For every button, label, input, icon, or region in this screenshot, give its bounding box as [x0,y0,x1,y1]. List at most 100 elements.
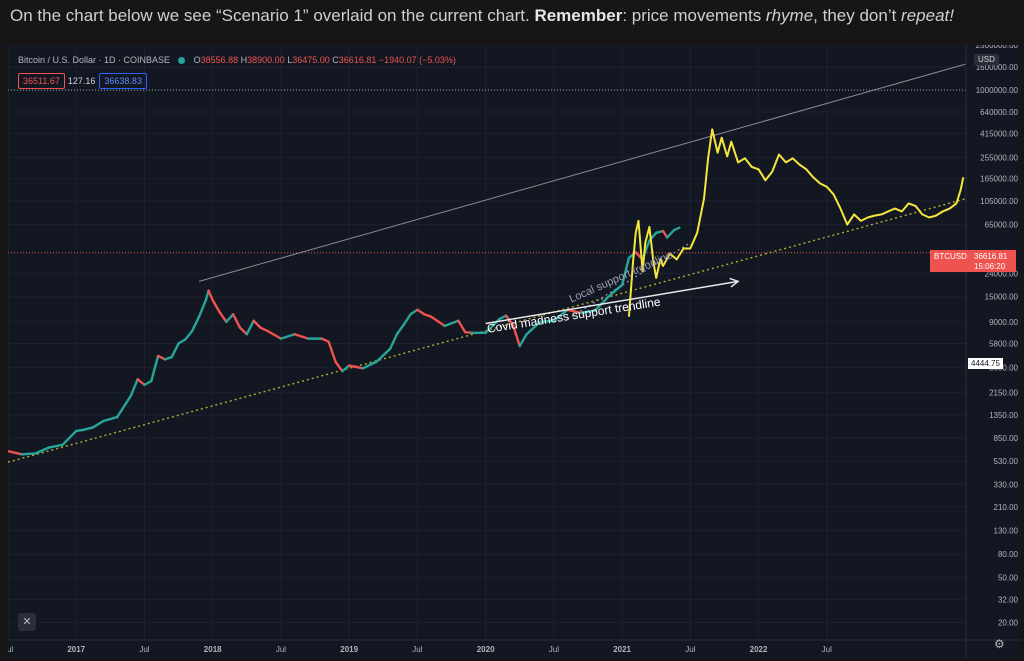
price-candle-segment [665,228,676,239]
y-tick-label: 9000.00 [989,318,1018,327]
y-tick-label: 850.00 [994,434,1019,443]
price-candle-segment [225,313,235,324]
x-tick-label: Jul [139,645,149,654]
symbol-name[interactable]: Bitcoin / U.S. Dollar [18,55,97,65]
low-value: 36475.00 [292,55,330,65]
y-tick-label: 1600000.00 [976,63,1019,72]
price-candle-segment [293,333,310,340]
gear-icon[interactable]: ⚙ [994,637,1005,651]
y-tick-label: 80.00 [998,550,1019,559]
y-tick-label: 1350.00 [989,411,1018,420]
price-candle-segment [61,429,78,446]
y-tick-label: 15000.00 [985,293,1019,302]
price-candle-segment [238,326,249,336]
change-value: −1940.07 (−5.03%) [378,55,456,65]
price-candle-segment [672,226,681,232]
price-candle-segment [607,289,617,298]
price-candle-segment [416,308,426,316]
price-candle-segment [375,347,392,363]
market-status-icon [178,57,186,65]
price-candle-segment [156,354,167,361]
open-value: 38556.88 [200,55,239,65]
x-tick-label: Jul [822,645,832,654]
c-label: C [332,55,339,65]
spread-value: 127.16 [67,76,96,86]
price-candle-segment [320,337,330,344]
y-tick-label: 2150.00 [989,388,1018,397]
price-candle-segment [395,323,405,336]
price-candle-segment [252,319,262,329]
x-tick-label: Jul [8,645,13,654]
high-value: 38900.00 [247,55,285,65]
price-candle-segment [539,319,556,324]
price-candle-segment [511,323,521,348]
cursor-price-label: 4444.75 [968,358,1003,369]
current-price-label: BTCUSD 36616.81 15:06:20 [930,250,1016,272]
price-candle-segment [402,313,412,326]
x-tick-label: Jul [412,645,422,654]
price-candle-segment [231,313,242,329]
arrow-head-icon [729,277,740,288]
price-candle-segment [498,314,508,321]
price-label-value: 36616.81 [974,252,1008,261]
price-candle-segment [115,394,133,419]
x-tick-label: Jul [276,645,286,654]
trade-boxes: 36511.67 127.16 36638.83 [18,73,150,89]
sell-button[interactable]: 36511.67 [18,73,65,89]
resistance-trendline [198,63,967,282]
price-candle-segment [207,289,214,302]
buy-button[interactable]: 36638.83 [99,73,147,89]
interval[interactable]: 1D [104,55,116,65]
price-candle-segment [245,319,255,336]
y-tick-label: 210.00 [994,503,1019,512]
price-candle-segment [525,320,542,336]
ohlc-values: O38556.88 H38900.00 L36475.00 C36616.81 … [194,55,456,65]
y-tick-label: 255000.00 [980,153,1018,162]
price-candle-segment [347,364,365,370]
price-candle-segment [136,378,146,387]
price-candle-segment [334,360,344,373]
price-candle-segment [552,308,569,322]
price-candle-segment [20,452,37,456]
y-tick-label: 50.00 [998,573,1019,582]
chart-header: Bitcoin / U.S. Dollar · 1D · COINBASE O3… [18,55,456,65]
exchange: COINBASE [123,55,171,65]
drawing-tools-icon[interactable]: ✕ [18,613,36,631]
y-tick-label: 415000.00 [980,129,1018,138]
close-value: 36616.81 [338,55,377,65]
caption-bold: Remember [534,6,623,25]
y-tick-label: 530.00 [994,457,1019,466]
price-candle-segment [266,329,283,340]
price-candle-segment [102,415,119,423]
y-tick-label: 5800.00 [989,339,1018,348]
price-candle-segment [429,315,446,328]
caption-text-3: , they don’t [813,6,902,25]
price-candle-segment [184,329,194,341]
y-tick-label: 165000.00 [980,175,1018,184]
price-label-countdown: 15:06:20 [974,262,1006,271]
x-tick-label: Jul [549,645,559,654]
chart-panel[interactable]: Covid madness support trendline Local sup… [8,45,1021,658]
price-candle-segment [661,229,669,239]
currency-label[interactable]: USD [974,54,999,65]
y-tick-label: 20.00 [998,618,1019,627]
price-candle-segment [614,283,624,292]
x-tick-label: 2021 [613,645,631,654]
arrow-line [485,280,739,325]
price-candle-segment [457,319,467,334]
price-candle-segment [341,364,351,373]
y-tick-label: 32.00 [998,595,1019,604]
price-candle-segment [327,340,337,363]
price-candle-segment [211,298,221,314]
price-candle-segment [191,315,201,333]
price-candle-segment [279,333,296,340]
x-tick-label: 2018 [204,645,222,654]
price-candle-segment [388,333,399,351]
price-candle-segment [579,309,597,315]
price-candle-segment [218,310,228,324]
price-candle-segment [91,419,105,429]
price-candle-segment [177,338,187,345]
y-tick-label: 65000.00 [985,221,1019,230]
price-candle-segment [81,426,94,432]
